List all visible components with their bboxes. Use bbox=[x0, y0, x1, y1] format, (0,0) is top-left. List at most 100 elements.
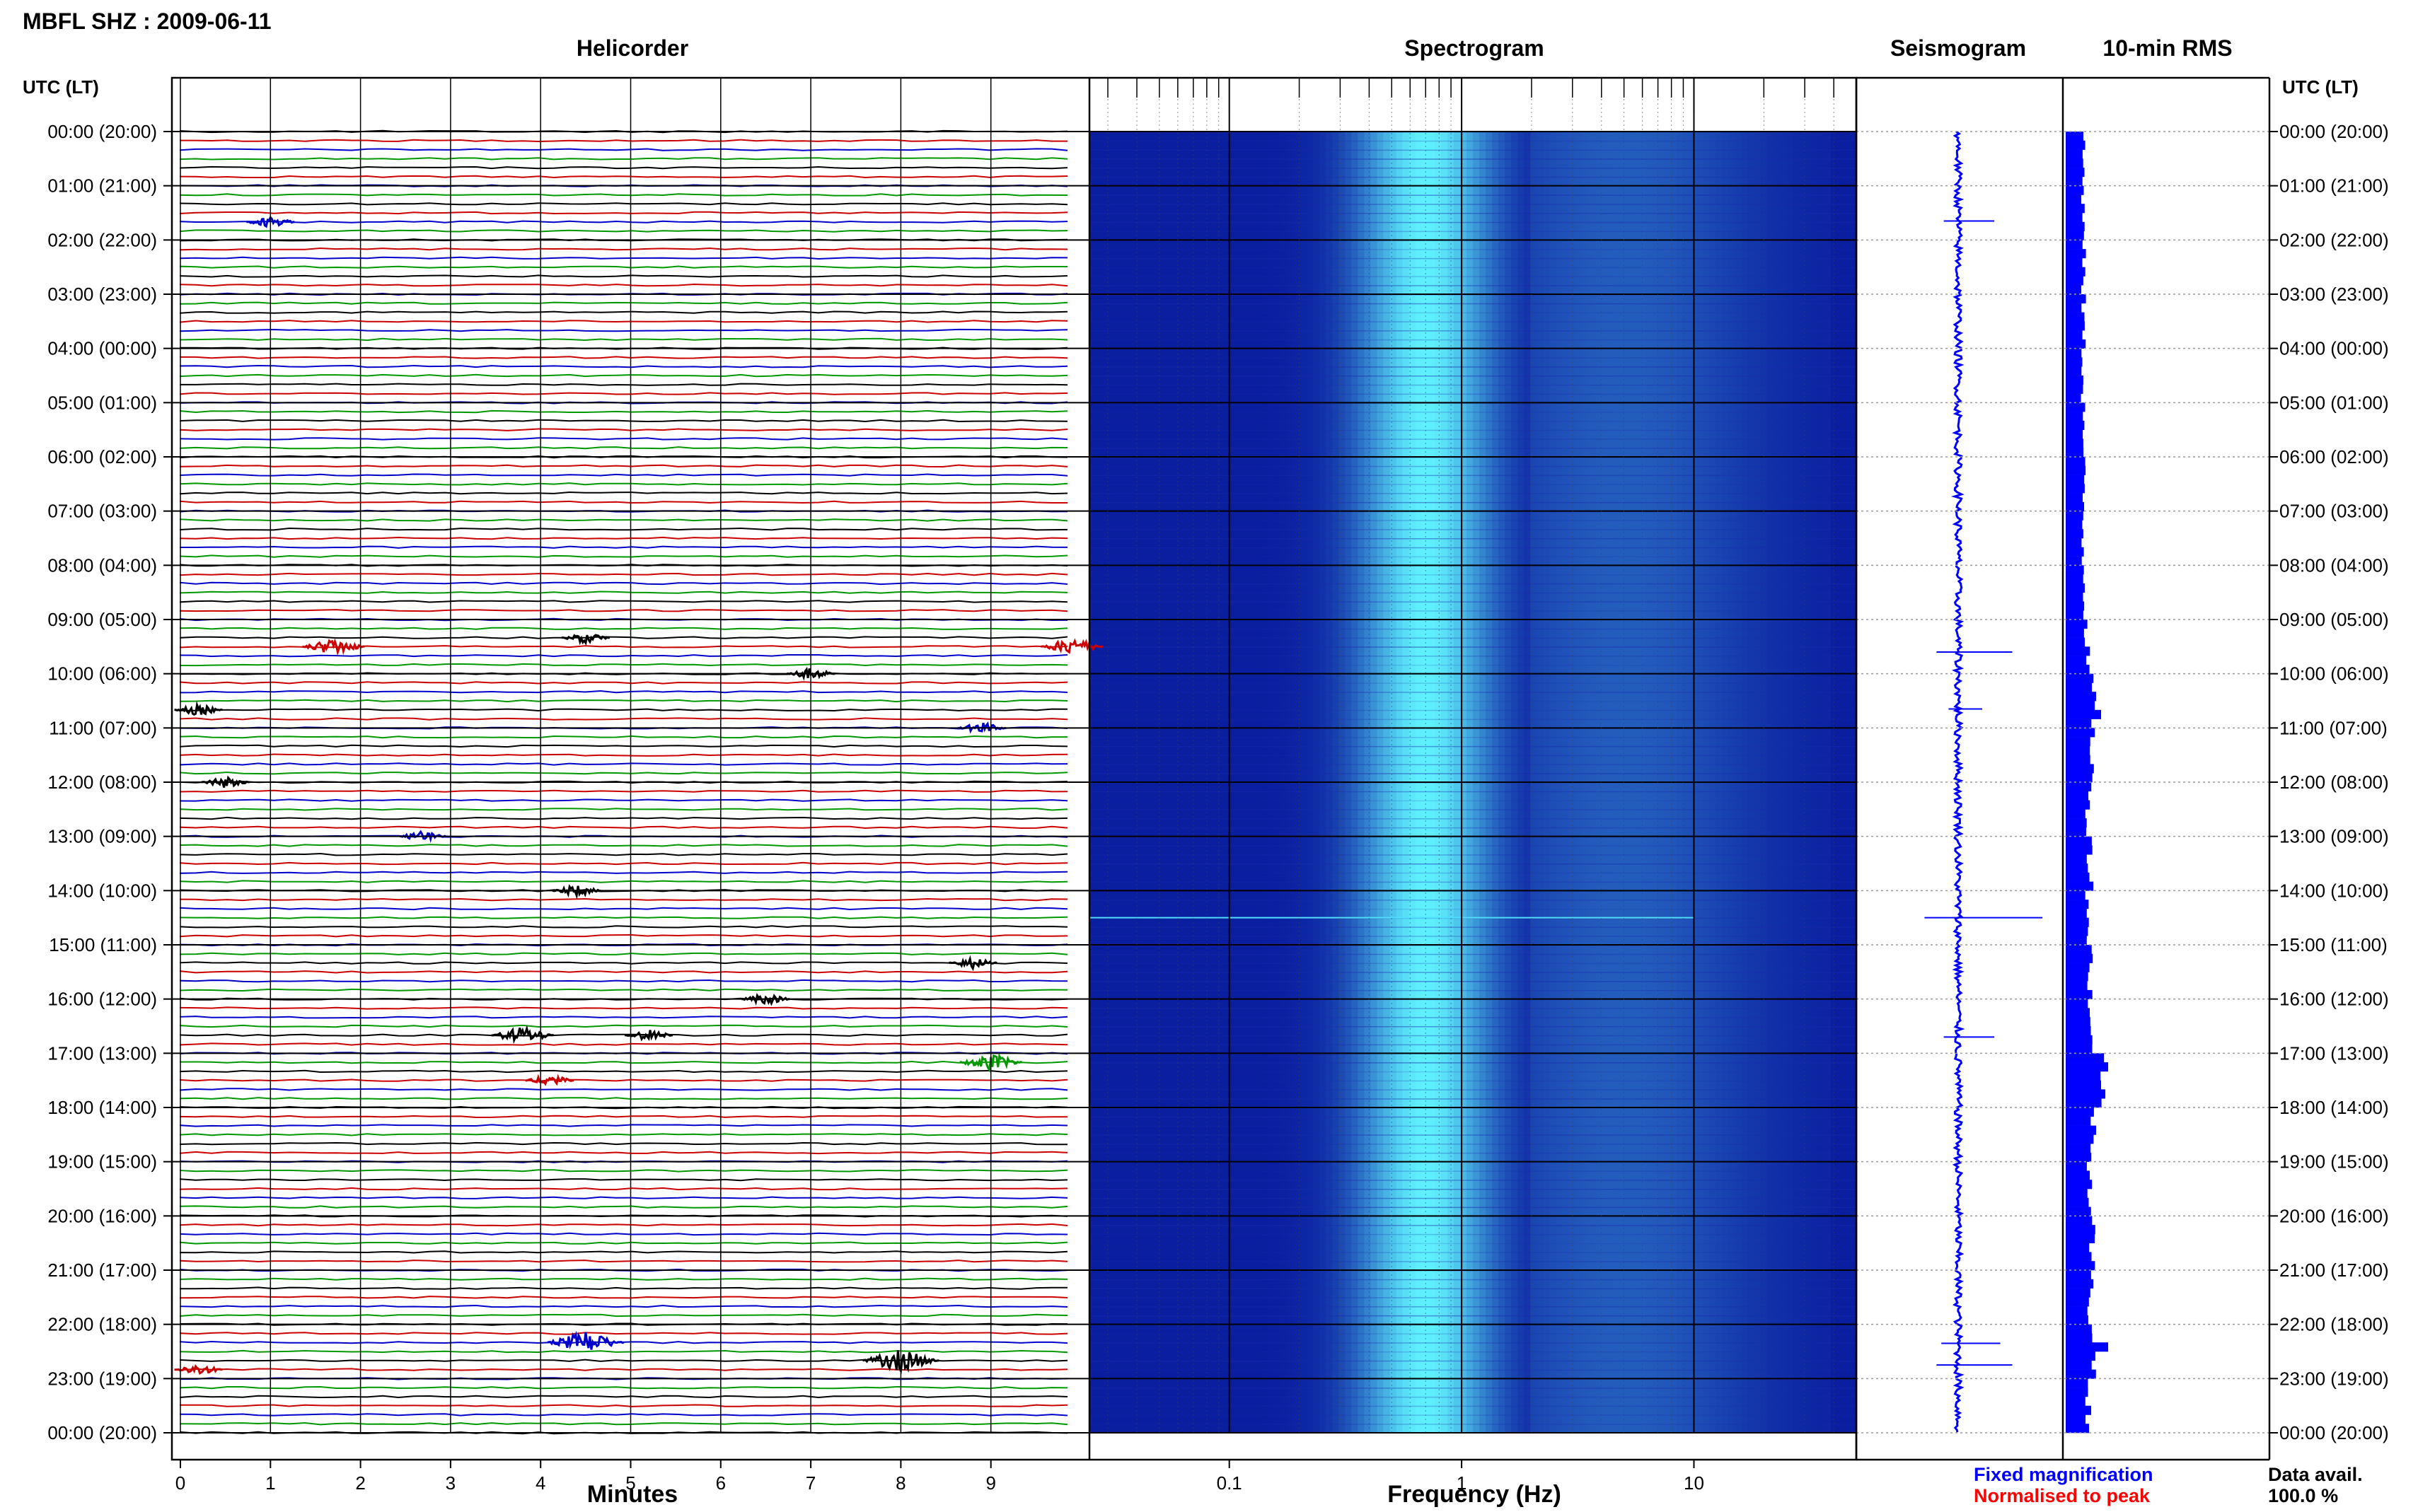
rms-bar bbox=[2066, 285, 2081, 295]
rms-bar bbox=[2066, 556, 2082, 566]
rms-bar bbox=[2066, 1351, 2095, 1361]
rms-bar bbox=[2066, 890, 2086, 900]
time-label-right: 16:00 (12:00) bbox=[2279, 989, 2389, 1010]
helicorder-trace bbox=[180, 1296, 1068, 1299]
spectrogram-noise bbox=[1089, 1243, 1856, 1245]
spectrogram-noise bbox=[1089, 176, 1856, 178]
rms-bar bbox=[2066, 1279, 2094, 1289]
time-label-right: 20:00 (16:00) bbox=[2279, 1205, 2389, 1226]
time-label-left: 03:00 (23:00) bbox=[47, 284, 157, 305]
helicorder-trace bbox=[180, 373, 1068, 378]
helicorder-trace bbox=[180, 464, 1068, 468]
spectrogram-noise bbox=[1089, 285, 1856, 286]
time-label-right: 08:00 (04:00) bbox=[2279, 554, 2389, 576]
spectrogram-noise bbox=[1089, 1062, 1856, 1064]
labels-layer: 00:00 (20:00) 00:00 (20:00) 01:00 (21:00) 0… bbox=[47, 121, 2388, 1494]
rms-bar bbox=[2066, 1044, 2093, 1054]
rms-bar bbox=[2066, 221, 2085, 231]
rms-bar bbox=[2066, 1252, 2092, 1262]
helicorder-trace bbox=[180, 645, 1068, 649]
helicorder-event bbox=[174, 1363, 223, 1375]
rms-bar bbox=[2066, 267, 2086, 277]
rms-bar bbox=[2066, 908, 2087, 918]
spectrogram-noise bbox=[1089, 475, 1856, 477]
rms-bar bbox=[2066, 610, 2083, 620]
spectrogram-noise bbox=[1089, 773, 1856, 774]
rms-bar bbox=[2066, 475, 2085, 484]
rms-bar bbox=[2066, 420, 2085, 430]
time-label-right: 22:00 (18:00) bbox=[2279, 1314, 2389, 1335]
utc-label-right: UTC (LT) bbox=[2282, 76, 2359, 98]
rms-bar bbox=[2066, 402, 2086, 412]
rms-bar bbox=[2066, 448, 2084, 458]
spectrogram-noise bbox=[1089, 610, 1856, 612]
rms-bar bbox=[2066, 999, 2088, 1008]
seismogram-title: Seismogram bbox=[1890, 35, 2027, 61]
time-label-left: 11:00 (07:00) bbox=[49, 717, 157, 738]
rms-bar bbox=[2066, 1270, 2091, 1280]
rms-bar bbox=[2066, 339, 2086, 349]
rms-bar bbox=[2066, 764, 2094, 774]
rms-bar bbox=[2066, 936, 2087, 946]
helicorder-trace bbox=[180, 609, 1068, 612]
rms-bar bbox=[2066, 1089, 2105, 1099]
helicorder-trace bbox=[180, 744, 1068, 748]
helicorder-trace bbox=[180, 356, 1068, 359]
helicorder-trace bbox=[180, 1069, 1068, 1074]
helicorder-trace bbox=[180, 193, 1068, 197]
spectrogram-noise bbox=[1089, 926, 1856, 928]
rms-bar bbox=[2066, 1424, 2089, 1434]
rms-bar bbox=[2066, 1134, 2094, 1144]
spectrogram-noise bbox=[1089, 1252, 1856, 1253]
helicorder-trace bbox=[180, 762, 1068, 766]
spectrogram-noise bbox=[1089, 204, 1856, 205]
time-label-left: 05:00 (01:00) bbox=[47, 392, 157, 413]
spectrogram-noise bbox=[1089, 1189, 1856, 1190]
helicorder-trace bbox=[180, 518, 1068, 522]
rms-bar bbox=[2066, 963, 2090, 972]
spectrogram-noise bbox=[1089, 845, 1856, 847]
rms-bar bbox=[2066, 1035, 2093, 1045]
helicorder-trace bbox=[180, 1115, 1068, 1119]
helicorder-trace bbox=[180, 554, 1068, 558]
helicorder-trace bbox=[180, 852, 1068, 856]
rms-bar bbox=[2066, 800, 2090, 810]
spectrogram-noise bbox=[1089, 737, 1856, 738]
helicorder-trace bbox=[180, 1368, 1068, 1371]
spectrogram-noise bbox=[1089, 547, 1856, 549]
rms-bar bbox=[2066, 791, 2088, 801]
rms-bar bbox=[2066, 276, 2083, 286]
rms-bar bbox=[2066, 1315, 2088, 1325]
spectrogram-noise bbox=[1089, 529, 1856, 530]
rms-bar bbox=[2066, 529, 2083, 539]
rms-bar bbox=[2066, 1144, 2091, 1153]
helicorder-trace bbox=[180, 1151, 1068, 1155]
spectrogram-noise bbox=[1089, 863, 1856, 865]
rms-bar bbox=[2066, 132, 2083, 141]
helicorder-trace bbox=[180, 1196, 1068, 1199]
rms-bar bbox=[2066, 1233, 2095, 1243]
helicorder-trace bbox=[180, 1205, 1068, 1209]
helicorder-trace bbox=[180, 1187, 1068, 1191]
helicorder-trace bbox=[180, 753, 1068, 757]
spectrogram-noise bbox=[1089, 1008, 1856, 1009]
rms-bar bbox=[2066, 1405, 2091, 1415]
helicorder-trace bbox=[180, 536, 1068, 540]
rms-bar bbox=[2066, 1053, 2105, 1063]
rms-bar bbox=[2066, 140, 2086, 150]
rms-bar bbox=[2066, 709, 2101, 719]
rms-bar bbox=[2066, 438, 2083, 448]
rms-bar bbox=[2066, 827, 2086, 837]
spectrogram-noise bbox=[1089, 1180, 1856, 1181]
rms-bar bbox=[2066, 158, 2083, 168]
time-label-right: 05:00 (01:00) bbox=[2279, 392, 2389, 413]
spectrogram-noise bbox=[1089, 953, 1856, 955]
rms-bar bbox=[2066, 583, 2085, 593]
utc-label-left: UTC (LT) bbox=[23, 76, 99, 98]
helicorder-trace bbox=[180, 500, 1068, 504]
time-label-left: 19:00 (15:00) bbox=[47, 1151, 157, 1173]
helicorder-trace bbox=[180, 1349, 1068, 1354]
spectrogram-noise bbox=[1089, 257, 1856, 260]
spectrogram-noise bbox=[1089, 936, 1856, 937]
rms-bar bbox=[2066, 1342, 2108, 1352]
